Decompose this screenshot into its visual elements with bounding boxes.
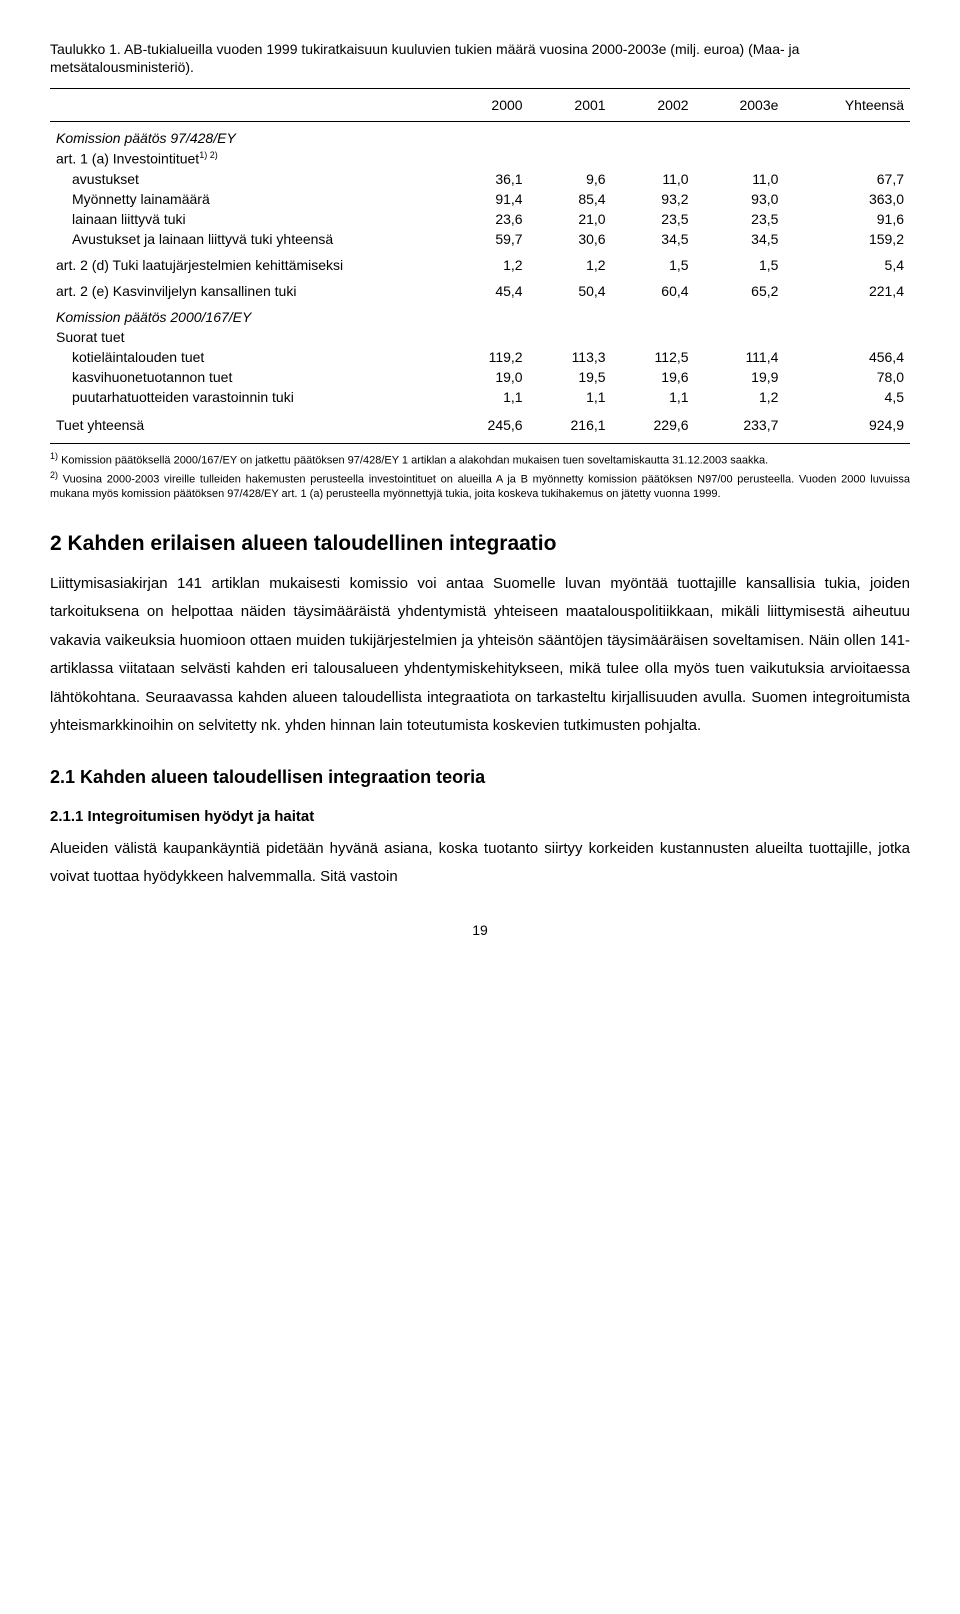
cell: 19,5: [529, 367, 612, 387]
page-number: 19: [50, 922, 910, 938]
cell: 45,4: [446, 275, 529, 301]
cell: 233,7: [695, 407, 785, 444]
cell: 11,0: [695, 169, 785, 189]
cell: 221,4: [784, 275, 910, 301]
cell: 21,0: [529, 209, 612, 229]
cell: 119,2: [446, 347, 529, 367]
cell: 65,2: [695, 275, 785, 301]
cell: 456,4: [784, 347, 910, 367]
table-row: kotieläintalouden tuet 119,2 113,3 112,5…: [50, 347, 910, 367]
invest-sup: 1) 2): [199, 150, 218, 160]
col-2001: 2001: [529, 89, 612, 122]
data-table: 2000 2001 2002 2003e Yhteensä Komission …: [50, 88, 910, 444]
cell: 924,9: [784, 407, 910, 444]
cell: 85,4: [529, 189, 612, 209]
table-header-row: 2000 2001 2002 2003e Yhteensä: [50, 89, 910, 122]
heading-2: 2 Kahden erilaisen alueen taloudellinen …: [50, 532, 910, 556]
cell: 1,1: [612, 387, 695, 407]
table-row: kasvihuonetuotannon tuet 19,0 19,5 19,6 …: [50, 367, 910, 387]
cell: 229,6: [612, 407, 695, 444]
cell: 1,2: [446, 249, 529, 275]
cell: 91,4: [446, 189, 529, 209]
cell: 11,0: [612, 169, 695, 189]
section-1-sub: art. 1 (a) Investointituet1) 2): [50, 148, 910, 169]
footnotes: 1) Komission päätöksellä 2000/167/EY on …: [50, 450, 910, 502]
cell: 1,1: [446, 387, 529, 407]
fn2-text: Vuosina 2000-2003 vireille tulleiden hak…: [50, 473, 910, 500]
cell: 91,6: [784, 209, 910, 229]
cell: 36,1: [446, 169, 529, 189]
cell: 34,5: [695, 229, 785, 249]
paragraph: Liittymisasiakirjan 141 artiklan mukaise…: [50, 570, 910, 741]
cell: 93,0: [695, 189, 785, 209]
table-row: art. 2 (d) Tuki laatujärjestelmien kehit…: [50, 249, 910, 275]
section-2-sub: Suorat tuet: [50, 327, 910, 347]
cell: 23,6: [446, 209, 529, 229]
cell: 1,1: [529, 387, 612, 407]
section-1-label: Komission päätös 97/428/EY: [50, 122, 910, 149]
fn2-sup: 2): [50, 470, 58, 480]
cell: 50,4: [529, 275, 612, 301]
cell: 78,0: [784, 367, 910, 387]
heading-2-1-1: 2.1.1 Integroitumisen hyödyt ja haitat: [50, 808, 910, 825]
heading-2-1: 2.1 Kahden alueen taloudellisen integraa…: [50, 767, 910, 788]
fn1-text: Komission päätöksellä 2000/167/EY on jat…: [58, 455, 768, 467]
table-row: Myönnetty lainamäärä 91,4 85,4 93,2 93,0…: [50, 189, 910, 209]
cell: 112,5: [612, 347, 695, 367]
table-row-total: Tuet yhteensä 245,6 216,1 229,6 233,7 92…: [50, 407, 910, 444]
cell: 363,0: [784, 189, 910, 209]
cell-label: art. 2 (d) Tuki laatujärjestelmien kehit…: [50, 249, 446, 275]
fn1-sup: 1): [50, 451, 58, 461]
cell: 5,4: [784, 249, 910, 275]
cell: 4,5: [784, 387, 910, 407]
cell: 93,2: [612, 189, 695, 209]
cell: 245,6: [446, 407, 529, 444]
invest-label: art. 1 (a) Investointituet: [56, 151, 199, 167]
cell: 19,6: [612, 367, 695, 387]
col-2002: 2002: [612, 89, 695, 122]
cell: 34,5: [612, 229, 695, 249]
table-title: Taulukko 1. AB-tukialueilla vuoden 1999 …: [50, 40, 910, 76]
cell: 19,9: [695, 367, 785, 387]
cell-label: avustukset: [50, 169, 446, 189]
cell-label: Tuet yhteensä: [50, 407, 446, 444]
cell: 111,4: [695, 347, 785, 367]
paragraph: Alueiden välistä kaupankäyntiä pidetään …: [50, 835, 910, 892]
col-2003e: 2003e: [695, 89, 785, 122]
cell: 216,1: [529, 407, 612, 444]
cell-label: kasvihuonetuotannon tuet: [50, 367, 446, 387]
cell-label: Myönnetty lainamäärä: [50, 189, 446, 209]
cell: 19,0: [446, 367, 529, 387]
footnote-2: 2) Vuosina 2000-2003 vireille tulleiden …: [50, 469, 910, 502]
cell: 23,5: [612, 209, 695, 229]
cell: 23,5: [695, 209, 785, 229]
cell-label: Avustukset ja lainaan liittyvä tuki yhte…: [50, 229, 446, 249]
footnote-1: 1) Komission päätöksellä 2000/167/EY on …: [50, 450, 910, 469]
col-2000: 2000: [446, 89, 529, 122]
cell: 30,6: [529, 229, 612, 249]
section-2-label: Komission päätös 2000/167/EY: [50, 301, 910, 327]
cell-label: kotieläintalouden tuet: [50, 347, 446, 367]
cell-label: art. 2 (e) Kasvinviljelyn kansallinen tu…: [50, 275, 446, 301]
table-row: Avustukset ja lainaan liittyvä tuki yhte…: [50, 229, 910, 249]
cell: 9,6: [529, 169, 612, 189]
col-total: Yhteensä: [784, 89, 910, 122]
cell-label: lainaan liittyvä tuki: [50, 209, 446, 229]
cell: 67,7: [784, 169, 910, 189]
cell: 113,3: [529, 347, 612, 367]
cell: 1,2: [529, 249, 612, 275]
table-row: avustukset 36,1 9,6 11,0 11,0 67,7: [50, 169, 910, 189]
cell-label: puutarhatuotteiden varastoinnin tuki: [50, 387, 446, 407]
cell: 59,7: [446, 229, 529, 249]
table-row: puutarhatuotteiden varastoinnin tuki 1,1…: [50, 387, 910, 407]
table-row: art. 2 (e) Kasvinviljelyn kansallinen tu…: [50, 275, 910, 301]
table-row: lainaan liittyvä tuki 23,6 21,0 23,5 23,…: [50, 209, 910, 229]
cell: 60,4: [612, 275, 695, 301]
cell: 1,5: [612, 249, 695, 275]
cell: 1,5: [695, 249, 785, 275]
cell: 1,2: [695, 387, 785, 407]
cell: 159,2: [784, 229, 910, 249]
